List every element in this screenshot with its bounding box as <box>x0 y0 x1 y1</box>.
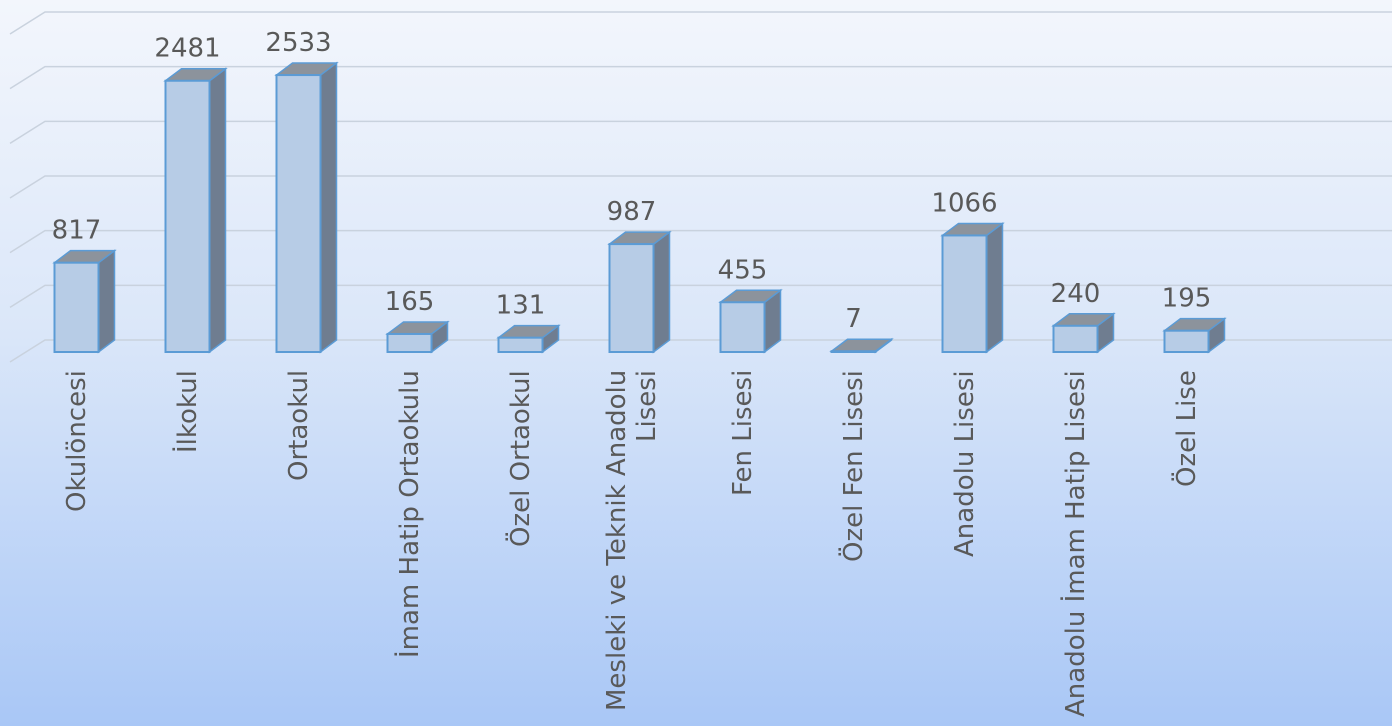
bar-front <box>497 336 544 354</box>
bar-front <box>608 243 655 353</box>
data-label: 240 <box>1051 279 1101 309</box>
bar <box>163 67 228 354</box>
x-tick-label: Okulöncesi <box>61 370 92 512</box>
grid-line <box>9 65 1392 90</box>
x-tick-label: Fen Lisesi <box>727 370 758 497</box>
x-tick-label: Özel Lise <box>1171 370 1202 487</box>
x-tick-label: Özel Fen Lisesi <box>838 370 869 562</box>
x-tick-label: İlkokul <box>172 370 203 453</box>
grid-line <box>9 229 1392 254</box>
bar-front <box>1052 324 1099 354</box>
bar <box>718 288 783 354</box>
x-tick-label: İmam Hatip Ortaokulu <box>394 370 425 658</box>
data-label: 131 <box>496 291 546 321</box>
grid-line <box>9 11 1392 35</box>
bar-front <box>53 261 100 353</box>
x-tick-label: Anadolu Lisesi <box>949 370 980 557</box>
bar <box>385 320 450 354</box>
data-label: 987 <box>607 197 657 227</box>
bar-side <box>652 230 671 354</box>
x-tick-label: Mesleki ve Teknik Anadolu Lisesi <box>601 370 662 712</box>
bar <box>940 221 1005 354</box>
data-label: 817 <box>52 216 102 246</box>
data-label: 2533 <box>265 28 331 58</box>
x-tick-label: Ortaokul <box>283 370 314 482</box>
data-label: 195 <box>1162 284 1212 314</box>
bar <box>52 249 117 354</box>
bar-front <box>719 301 766 353</box>
bar-side <box>97 249 116 354</box>
data-label: 455 <box>718 255 768 285</box>
bar-front <box>386 332 433 353</box>
bar-side <box>208 67 227 354</box>
data-label: 165 <box>385 287 435 317</box>
bar-side <box>319 61 338 354</box>
bar-side <box>985 221 1004 354</box>
data-label: 2481 <box>154 34 220 64</box>
data-label: 7 <box>845 304 862 334</box>
bar <box>607 230 672 354</box>
bar <box>1162 317 1227 354</box>
bar <box>274 61 339 354</box>
bar <box>496 324 561 354</box>
data-label: 1066 <box>931 188 997 218</box>
grid-line <box>9 120 1392 144</box>
bar-front <box>1163 329 1210 353</box>
bar-front <box>830 350 877 354</box>
grid-line <box>9 175 1392 199</box>
x-tick-label: Özel Ortaokul <box>505 370 536 547</box>
bar <box>829 337 894 354</box>
bar-front <box>164 79 211 354</box>
bar-front <box>275 74 322 354</box>
bar-top <box>829 338 894 352</box>
bar-front <box>941 234 988 353</box>
x-tick-label: Anadolu İmam Hatip Lisesi <box>1060 370 1091 717</box>
bar <box>1051 312 1116 354</box>
